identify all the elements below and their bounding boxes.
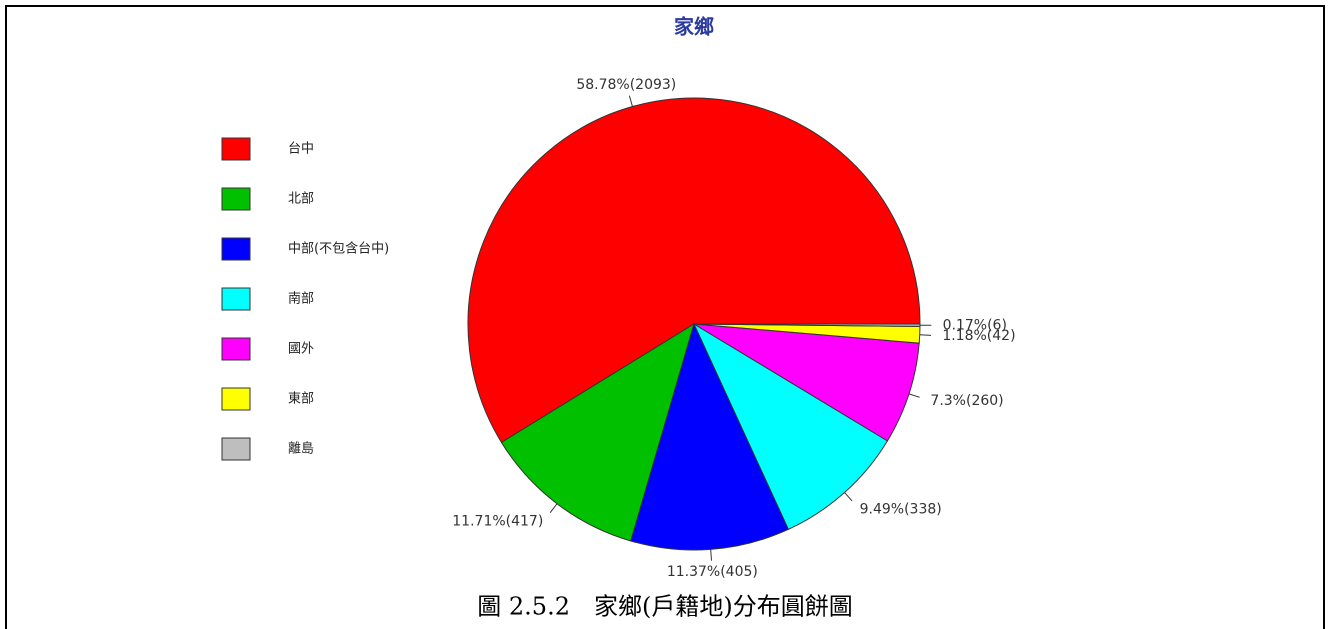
legend-swatch [221,437,251,461]
leader-line [908,393,920,398]
legend-label: 中部(不包含台中) [288,241,389,257]
legend-swatch [221,287,251,311]
data-label: 9.49%(338) [860,501,942,517]
legend-label: 台中 [288,142,314,157]
legend-swatch [221,137,251,161]
leader-line [844,492,853,502]
data-label: 11.71%(417) [452,514,543,530]
leader-line [710,549,713,561]
legend-swatch [221,237,251,261]
legend-swatch [221,187,251,211]
data-label: 58.78%(2093) [576,77,676,93]
data-label: 1.18%(42) [942,328,1015,344]
leader-line [919,334,932,336]
legend-label: 北部 [288,192,314,207]
legend-label: 東部 [288,391,314,407]
caption: 圖 2.5.2 家鄉(戶籍地)分布圓餅圖 [477,593,852,621]
legend-swatch [221,387,251,411]
legend-label: 離島 [288,442,314,457]
data-label: 7.3%(260) [930,393,1003,409]
leader-line [628,95,633,107]
pie-slice [467,97,921,444]
leader-line [549,503,558,514]
frame [5,5,1325,629]
legend-label: 南部 [288,291,314,307]
legend-swatch [221,337,251,361]
pie-slice [693,323,920,442]
legend-label: 國外 [288,342,314,357]
pie-slice [693,323,921,327]
data-label: 0.17%(6) [943,317,1007,333]
pie-slice [630,322,790,551]
data-label: 11.37%(405) [667,564,758,580]
chart-title: 家鄉 [674,15,714,39]
pie-slice [692,322,889,530]
